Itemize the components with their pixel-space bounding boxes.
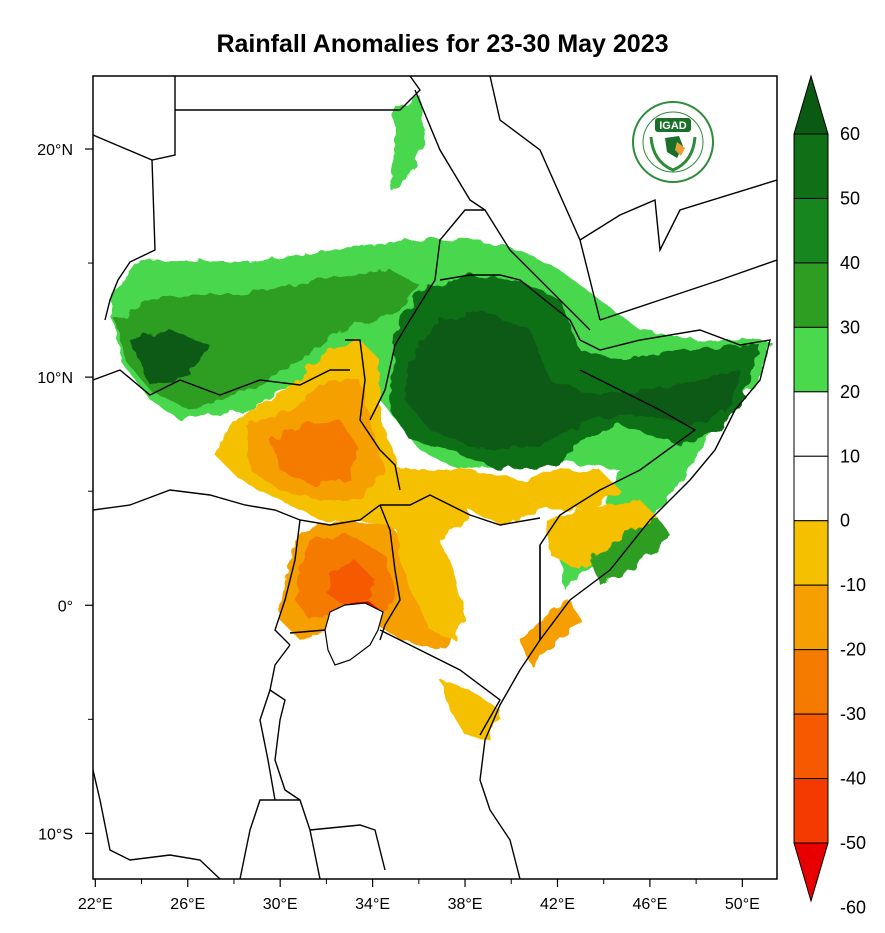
colorbar-box [793,262,829,328]
y-axis: 20°N 10°N 0° 10°S [37,142,93,843]
colorbar-label: 40 [840,253,860,273]
y-tick-label: 20°N [37,142,73,159]
colorbar-box [793,778,829,844]
country-borders [93,76,777,879]
colorbar-label: 30 [840,317,860,337]
dry-anomaly-south-sudan-strong [270,420,360,485]
dry-anomaly-ethiopia-south [420,470,620,525]
colorbar-label: -60 [840,897,866,917]
igad-logo: IGAD [632,101,714,183]
colorbar-label: 10 [840,446,860,466]
logo-text: IGAD [659,120,687,132]
colorbar-top-triangle [793,74,829,135]
colorbar-box [793,455,829,522]
anomaly-field [110,95,770,740]
dry-anomaly-kenya [395,520,465,640]
wet-anomaly-ethiopia-core [405,310,740,450]
y-tick-label: 10°S [38,826,73,843]
colorbar-label: -10 [840,575,866,595]
colorbar-box [793,649,829,715]
wet-anomaly-north [390,95,425,190]
colorbar-label: 20 [840,382,860,402]
dry-anomaly-tanzania-coast [440,680,500,740]
x-tick-label: 50°E [725,896,760,913]
colorbar-label: 60 [840,124,860,144]
colorbar-box [793,713,829,780]
x-tick-label: 26°E [170,896,205,913]
colorbar-label: -30 [840,704,866,724]
colorbar-label: 0 [840,511,850,531]
map-title: Rainfall Anomalies for 23-30 May 2023 [216,30,669,58]
x-tick-label: 42°E [540,896,575,913]
x-tick-label: 34°E [355,896,390,913]
colorbar-label: -20 [840,640,866,660]
dry-anomaly-uganda-severe [328,560,375,605]
x-tick-label: 38°E [448,896,483,913]
wet-anomaly-west [130,330,210,385]
colorbar-box [793,197,829,264]
colorbar-box [793,391,829,457]
colorbar-box [793,326,829,393]
x-tick-label: 30°E [263,896,298,913]
wet-anomaly-sudan [115,270,420,410]
dry-anomaly-somalia [545,500,660,570]
colorbar-label: -40 [840,769,866,789]
colorbar-label: 50 [840,188,860,208]
map-frame [92,75,778,880]
y-tick-label: 10°N [37,370,73,387]
wet-anomaly-somalia-coast [590,520,670,585]
colorbar-box [793,133,829,199]
x-axis: 22°E 26°E 30°E 34°E 38°E 42°E 46°E 50°E [78,879,760,913]
colorbar: 60 50 40 30 20 10 0 -10 -20 -30 -40 -50 -60 [793,74,866,917]
x-tick-label: 46°E [632,896,667,913]
y-tick-label: 0° [58,598,73,615]
colorbar-bottom-triangle [793,842,829,903]
x-tick-label: 22°E [78,896,113,913]
lake-victoria [324,602,384,666]
colorbar-box [793,584,829,651]
colorbar-label: -50 [840,833,866,853]
colorbar-box [793,520,829,586]
